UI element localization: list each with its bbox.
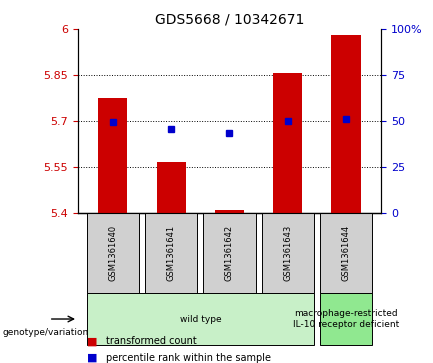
FancyBboxPatch shape — [145, 213, 197, 293]
Bar — [98, 98, 127, 213]
Text: ■: ■ — [87, 352, 97, 363]
FancyBboxPatch shape — [262, 213, 314, 293]
Text: GSM1361640: GSM1361640 — [108, 225, 117, 281]
Text: wild type: wild type — [180, 314, 221, 323]
Text: percentile rank within the sample: percentile rank within the sample — [106, 352, 271, 363]
Text: GSM1361642: GSM1361642 — [225, 225, 234, 281]
Bar — [215, 210, 244, 213]
Text: genotype/variation: genotype/variation — [2, 328, 88, 337]
Bar — [332, 35, 361, 213]
Text: GSM1361641: GSM1361641 — [167, 225, 176, 281]
Text: GSM1361643: GSM1361643 — [283, 225, 292, 281]
Text: ■: ■ — [87, 336, 97, 346]
Title: GDS5668 / 10342671: GDS5668 / 10342671 — [155, 12, 304, 26]
FancyBboxPatch shape — [320, 293, 372, 345]
FancyBboxPatch shape — [203, 213, 256, 293]
Bar — [273, 73, 302, 213]
FancyBboxPatch shape — [320, 213, 372, 293]
Text: transformed count: transformed count — [106, 336, 197, 346]
Text: macrophage-restricted
IL-10 receptor deficient: macrophage-restricted IL-10 receptor def… — [293, 309, 399, 329]
FancyBboxPatch shape — [87, 213, 139, 293]
FancyBboxPatch shape — [87, 293, 314, 345]
Bar — [157, 162, 186, 213]
Text: GSM1361644: GSM1361644 — [342, 225, 351, 281]
